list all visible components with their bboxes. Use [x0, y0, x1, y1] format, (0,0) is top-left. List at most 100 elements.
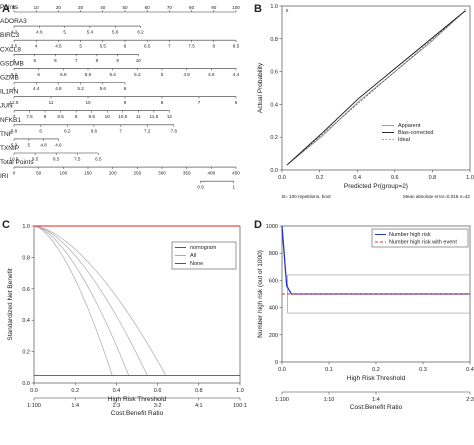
- legend-label: None: [190, 261, 203, 267]
- footnote-left: B= 100 repetitions, boot: [282, 194, 331, 199]
- nomogram-tick-label: 150: [84, 171, 92, 176]
- nomogram-tick-label: 6: [235, 100, 238, 105]
- nomogram-tick-label: 4.6: [36, 30, 43, 35]
- nomogram-tick-label: 4.8: [55, 86, 62, 91]
- calibration-line-apparent: [286, 10, 466, 166]
- nomogram-row-label: TXNIP: [0, 145, 19, 152]
- x2-tick-label: 1:100: [275, 397, 289, 403]
- nomogram-tick-label: 10: [105, 114, 111, 119]
- x-tick-label: 0.0: [278, 175, 286, 181]
- decision-curve-all: [33, 225, 167, 376]
- nomogram-tick-label: 5: [79, 44, 82, 49]
- nomogram-tick-label: 7: [168, 44, 171, 49]
- nomogram-tick-label: 4.6: [208, 72, 215, 77]
- calibration-line-ideal: [286, 10, 466, 166]
- nomogram-tick-label: 0: [13, 5, 16, 10]
- nomogram-tick-label: 6.2: [11, 72, 18, 77]
- nomogram-tick-label: 4.8: [40, 142, 47, 147]
- nomogram-tick-label: 5.6: [85, 72, 92, 77]
- nomogram-row-label: Total Points: [0, 159, 34, 166]
- nomogram-tick-label: 5.4: [87, 30, 94, 35]
- x-axis-label: High Risk Threshold: [108, 396, 167, 403]
- nomogram-tick-label: 5.8: [60, 72, 67, 77]
- x-tick-label: 0.4: [466, 367, 474, 373]
- x2-tick-label: 1:4: [372, 397, 380, 403]
- nomogram-tick-label: 9.5: [32, 157, 39, 162]
- y-tick-label: 0.6: [22, 287, 30, 293]
- x-tick-label: 0.2: [71, 388, 79, 394]
- nomogram-tick-label: 1: [232, 185, 235, 190]
- decision-curve-all: [33, 225, 113, 376]
- nomogram-tick-label: 6: [124, 44, 127, 49]
- x-tick-label: 0.8: [195, 388, 203, 394]
- x-tick-label: 0.4: [353, 175, 361, 181]
- nomogram-tick-label: 11.5: [150, 114, 159, 119]
- nomogram-row-label: ADORA3: [0, 18, 27, 25]
- nomogram-tick-label: 6.5: [144, 44, 151, 49]
- nomogram-tick-label: 4.8: [183, 72, 190, 77]
- nomogram-tick-label: 3.5: [11, 44, 18, 49]
- panel-d-clinical-impact: 0.0 0.1 0.2 0.3 0.4 0 200 400 600 800 1000 High Ris…: [257, 224, 474, 411]
- nomogram-tick-label: 50: [36, 171, 42, 176]
- nomogram-row-label: GZMB: [0, 75, 19, 82]
- impact-line-high-risk: [281, 225, 470, 295]
- nomogram-tick-label: 4: [13, 86, 16, 91]
- nomogram-tick-label: 4: [35, 44, 38, 49]
- x2-tick-label: 2:3: [113, 403, 121, 409]
- nomogram-tick-label: 8: [96, 58, 99, 63]
- x-tick-label: 1.0: [466, 175, 474, 181]
- nomogram-row-label: NFKB1: [0, 117, 21, 124]
- x2-tick-label: 1:4: [71, 403, 79, 409]
- nomogram-tick-label: 70: [167, 5, 173, 10]
- nomogram-tick-label: 10: [34, 5, 40, 10]
- nomogram-tick-label: 5.6: [100, 86, 107, 91]
- panel-c-decision-curve: 0.0 0.2 0.4 0.6 0.8 1.0 0.0 0.2 0.4 0.6 0.8 1.0 High…: [7, 224, 247, 417]
- nomogram-tick-label: 6: [39, 128, 42, 133]
- panel-letter-b: B: [254, 3, 262, 15]
- nomogram-row-label: GSDMB: [0, 60, 24, 67]
- nomogram-tick-label: 0: [13, 171, 16, 176]
- x-tick-label: 0.8: [429, 175, 437, 181]
- x2-tick-label: 1:10: [324, 397, 335, 403]
- x2-tick-label: 1:100: [27, 403, 41, 409]
- x-tick-label: 0.1: [325, 367, 333, 373]
- y-tick-label: 0.0: [22, 381, 30, 387]
- nomogram-tick-label: 5.4: [109, 72, 116, 77]
- legend-label: Apparent: [398, 123, 421, 129]
- nomogram-tick-label: 11: [136, 114, 141, 119]
- x-tick-label: 1.0: [236, 388, 244, 394]
- y-tick-label: 0: [275, 360, 278, 366]
- nomogram-tick-label: 6: [37, 72, 40, 77]
- x-tick-label: 0.4: [113, 388, 121, 394]
- nomogram-tick-label: 5: [63, 30, 66, 35]
- x-tick-label: 0.0: [278, 367, 286, 373]
- nomogram-tick-label: 6.5: [95, 157, 102, 162]
- nomogram-tick-label: 5.2: [134, 72, 141, 77]
- decision-curve-all: [33, 225, 148, 376]
- nomogram-tick-label: 5: [33, 58, 36, 63]
- y-tick-label: 400: [269, 306, 278, 312]
- y-tick-label: 1000: [266, 224, 278, 230]
- nomogram-tick-label: 8: [161, 100, 164, 105]
- nomogram-tick-label: 450: [232, 171, 240, 176]
- nomogram-tick-label: 7.6: [171, 128, 178, 133]
- x-axis-label: Predicted Pr{group=2}: [344, 183, 409, 190]
- nomogram-tick-label: 60: [145, 5, 151, 10]
- y-tick-label: 0.6: [270, 70, 278, 76]
- nomogram-tick-label: 8: [44, 114, 47, 119]
- legend-label: Ideal: [398, 137, 410, 143]
- nomogram-tick-label: 9: [75, 114, 78, 119]
- nomogram-tick-label: 100: [59, 171, 67, 176]
- nomogram-tick-label: 300: [158, 171, 166, 176]
- nomogram-tick-label: 5.3: [11, 142, 18, 147]
- nomogram-tick-label: 5: [161, 72, 164, 77]
- legend-box: [371, 228, 469, 248]
- nomogram-row-label: TNF: [0, 131, 13, 138]
- panel-letter-d: D: [254, 219, 262, 231]
- y-tick-label: 0.8: [22, 255, 30, 261]
- panel-b-calibration: 0.0 0.2 0.4 0.6 0.8 1.0 0.0 0.2 0.4 0.6 0.8 1.0 Pred…: [257, 4, 474, 199]
- decision-curve-all: [33, 225, 130, 376]
- nomogram-tick-label: 90: [211, 5, 217, 10]
- nomogram-tick-label: 250: [133, 171, 141, 176]
